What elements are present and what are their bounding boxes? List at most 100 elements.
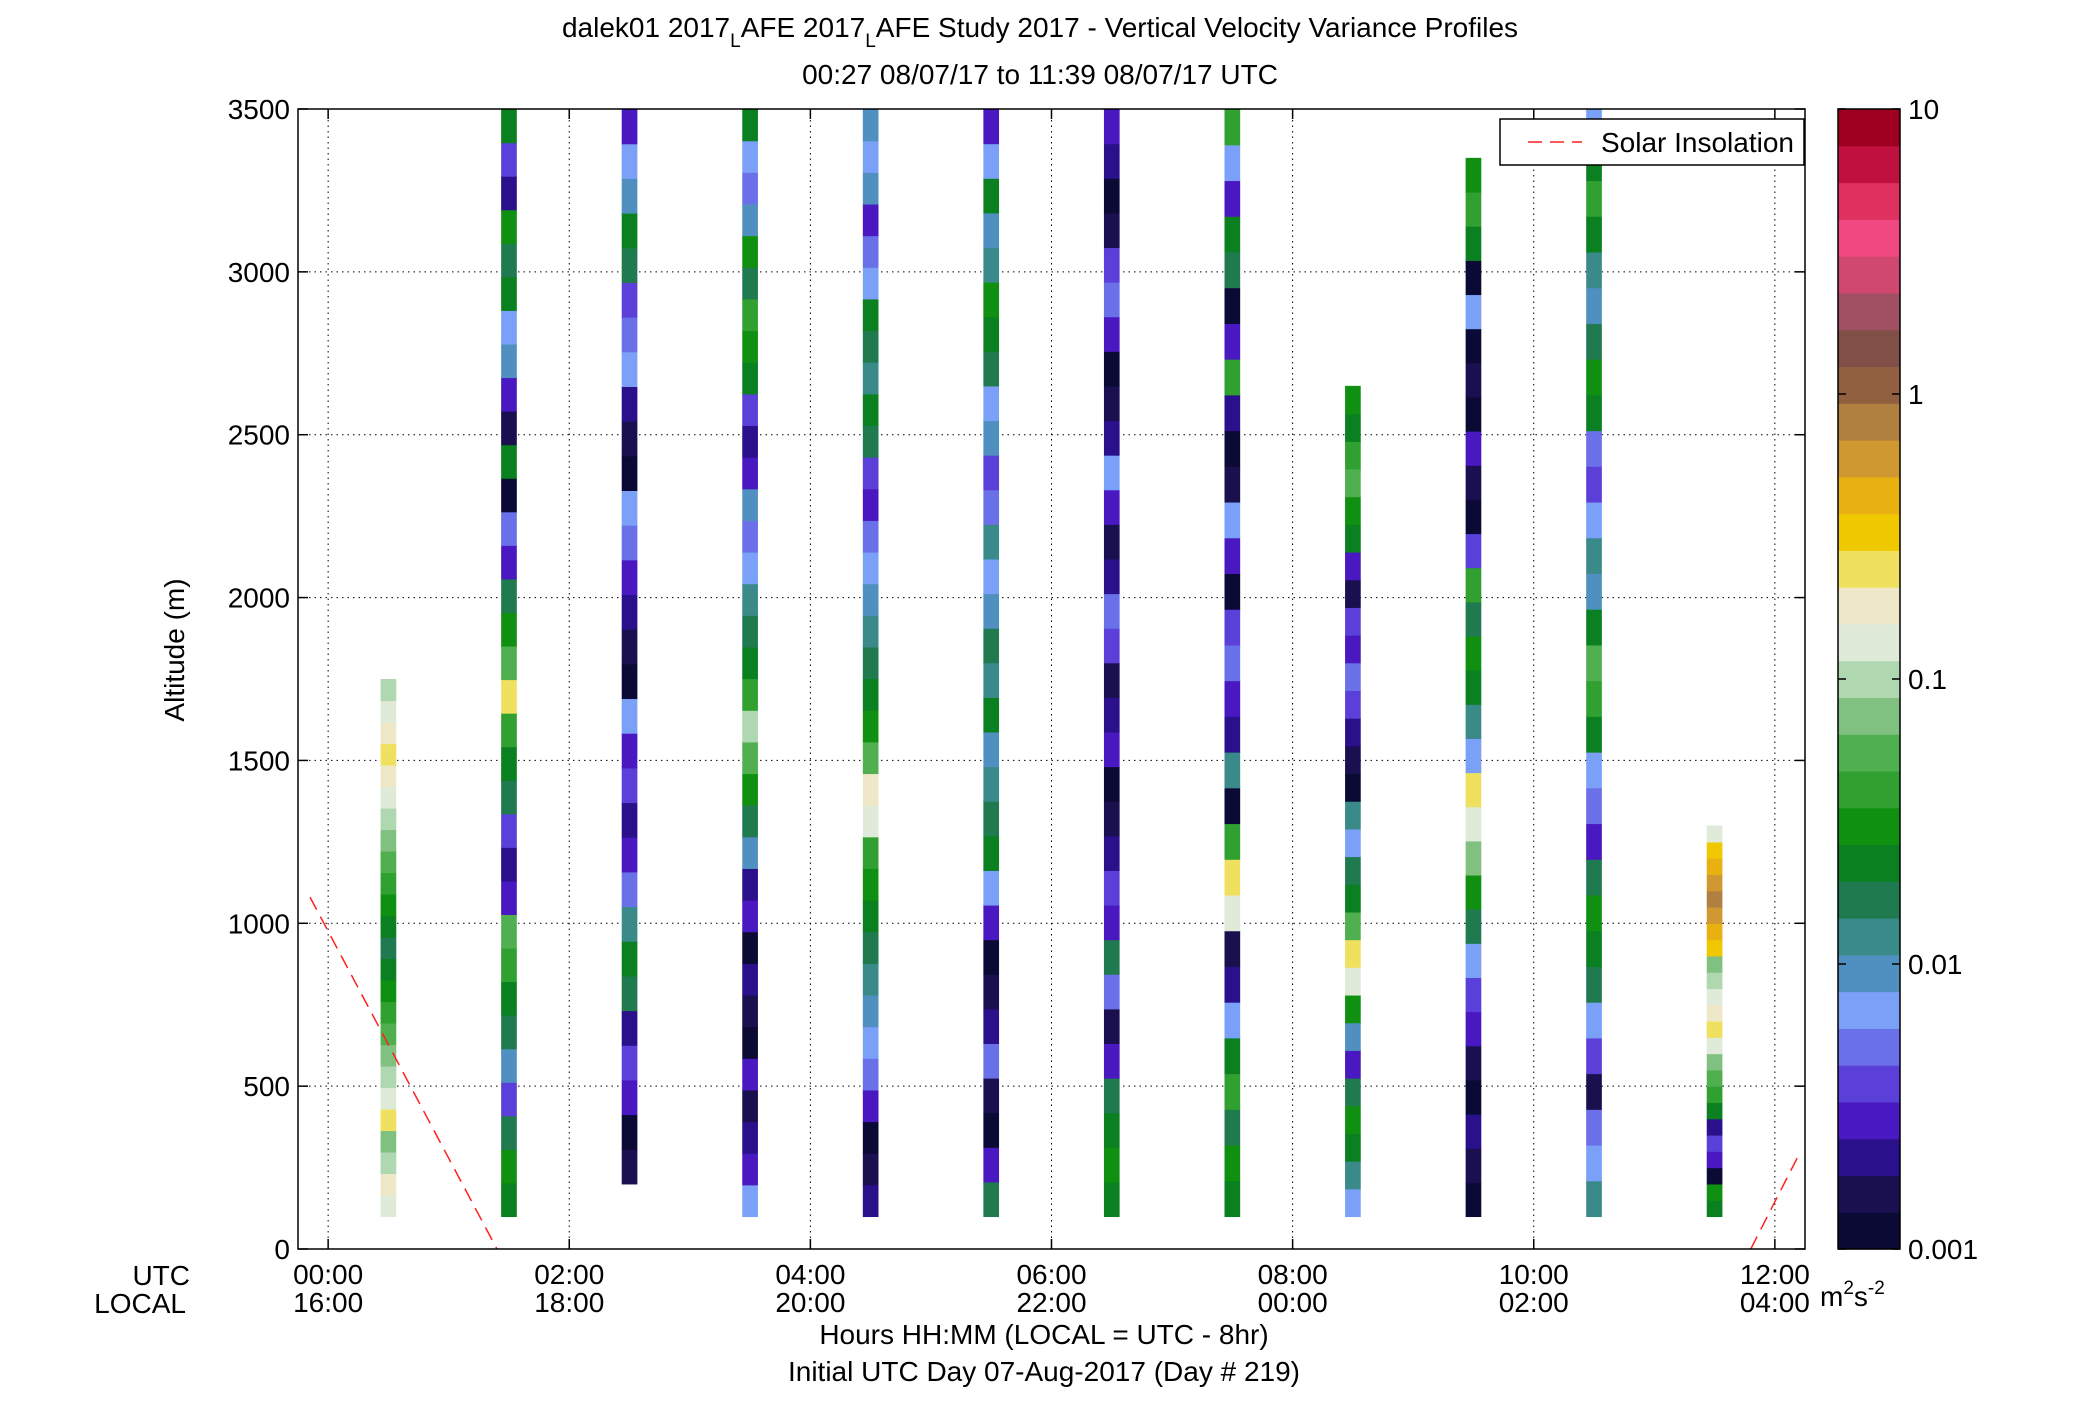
profile-cell — [742, 551, 758, 585]
profile-cell — [501, 1048, 517, 1083]
plot-area — [298, 109, 1805, 1249]
profile-cell — [742, 488, 758, 521]
profile-cell — [1706, 1037, 1723, 1055]
colorbar-swatch — [1838, 623, 1900, 662]
y-tick-label: 500 — [243, 1071, 290, 1102]
profile-cell — [862, 773, 879, 806]
profile-cell — [862, 267, 879, 300]
profile-cell — [1465, 806, 1482, 842]
profile-cell — [1224, 609, 1241, 646]
profile-cell — [1465, 396, 1482, 432]
profile-cell — [1586, 1002, 1602, 1039]
colorbar-tick-label: 0.01 — [1908, 949, 1963, 980]
profile-cell — [1103, 870, 1120, 906]
profile-cell — [983, 455, 1000, 491]
profile-cell — [380, 958, 397, 981]
profile-cell — [1586, 609, 1602, 646]
profile-cell — [742, 931, 758, 964]
profile-cell — [380, 1022, 397, 1046]
profile-cell — [1465, 772, 1482, 808]
profile-cell — [983, 212, 1000, 249]
profile-cell — [380, 850, 397, 874]
profile-cell — [742, 330, 758, 363]
profile-cell — [983, 731, 1000, 768]
colorbar-swatch — [1838, 256, 1900, 294]
profile-cell — [1103, 939, 1120, 975]
x-tick-label-local: 02:00 — [1499, 1287, 1569, 1318]
profile-cell — [983, 662, 1000, 698]
profile-cell — [1224, 430, 1241, 467]
profile-cell — [621, 1045, 638, 1081]
profile-cell — [1345, 579, 1361, 608]
profile-cell — [983, 282, 1000, 318]
profile-cell — [621, 559, 638, 596]
profile-cell — [1345, 1133, 1361, 1162]
profile-cell — [621, 1114, 638, 1150]
colorbar-swatch — [1838, 697, 1900, 735]
profile-cell — [501, 310, 517, 345]
profile-cell — [501, 109, 517, 144]
profile-cell — [1345, 496, 1361, 525]
profile-cell — [380, 764, 397, 788]
profile-cell — [742, 1121, 758, 1154]
profile-cell — [1345, 884, 1361, 913]
colorbar-swatch — [1838, 844, 1900, 882]
profile-cell — [1465, 567, 1482, 603]
profile-cell — [862, 678, 879, 711]
profile-cell — [1103, 1008, 1120, 1044]
profile-cell — [1586, 966, 1602, 1003]
profile-cell — [742, 203, 758, 237]
profile-cell — [501, 914, 517, 949]
profile-cell — [742, 457, 758, 490]
colorbar-tick-labels: 0.001 0.01 0.1 1 10 — [1838, 94, 1978, 1265]
profile-cell — [1586, 430, 1602, 467]
profile-cell — [1345, 524, 1361, 553]
profile-cell — [501, 1015, 517, 1050]
profile-cell — [862, 520, 879, 553]
profile-cell — [742, 172, 758, 205]
profile-cell — [862, 836, 879, 869]
colorbar — [1837, 108, 1901, 1250]
profile-cell — [1706, 1118, 1723, 1136]
profile-cell — [742, 1058, 758, 1091]
profile-cell — [621, 386, 638, 422]
profile-cell — [983, 1181, 1000, 1218]
profile-cell — [621, 109, 638, 145]
profile-cell — [1224, 1109, 1241, 1146]
profile-cell — [742, 362, 758, 395]
x-tick-label-utc: 06:00 — [1016, 1259, 1086, 1290]
profile-cell — [501, 645, 517, 681]
profile-cell — [1103, 801, 1120, 837]
profile-cell — [983, 870, 1000, 906]
profile-cell — [983, 524, 1000, 560]
x-tick-label-utc: 04:00 — [775, 1259, 845, 1290]
profile-cell — [501, 1149, 517, 1184]
profile-cell — [862, 805, 879, 838]
profile-cell — [1586, 823, 1602, 860]
profile-cell — [862, 109, 879, 142]
profile-cell — [1345, 745, 1361, 775]
profile-cell — [1586, 251, 1602, 289]
profile-cell — [1586, 787, 1602, 825]
profile-cell — [1103, 212, 1120, 249]
profile-cell — [862, 868, 879, 901]
profile-cell — [1345, 607, 1361, 636]
profile-cell — [1465, 431, 1482, 466]
profile-cell — [621, 767, 638, 804]
profile-cell — [380, 1065, 397, 1089]
profile-cell — [621, 1010, 638, 1046]
profile-cell — [1224, 859, 1241, 896]
profile-cell — [1224, 930, 1241, 967]
profile-cell — [1224, 1002, 1241, 1039]
colorbar-swatch — [1838, 439, 1900, 478]
profile-cell — [862, 1153, 879, 1186]
title-subscript-1: L — [730, 31, 741, 52]
colorbar-swatch — [1838, 182, 1900, 220]
local-row-label: LOCAL — [94, 1288, 186, 1319]
profile-cell — [983, 351, 1000, 387]
profile-cell — [1465, 362, 1482, 398]
profile-cell — [862, 741, 879, 775]
profile-cell — [1345, 551, 1361, 581]
profile-cell — [380, 1173, 397, 1196]
